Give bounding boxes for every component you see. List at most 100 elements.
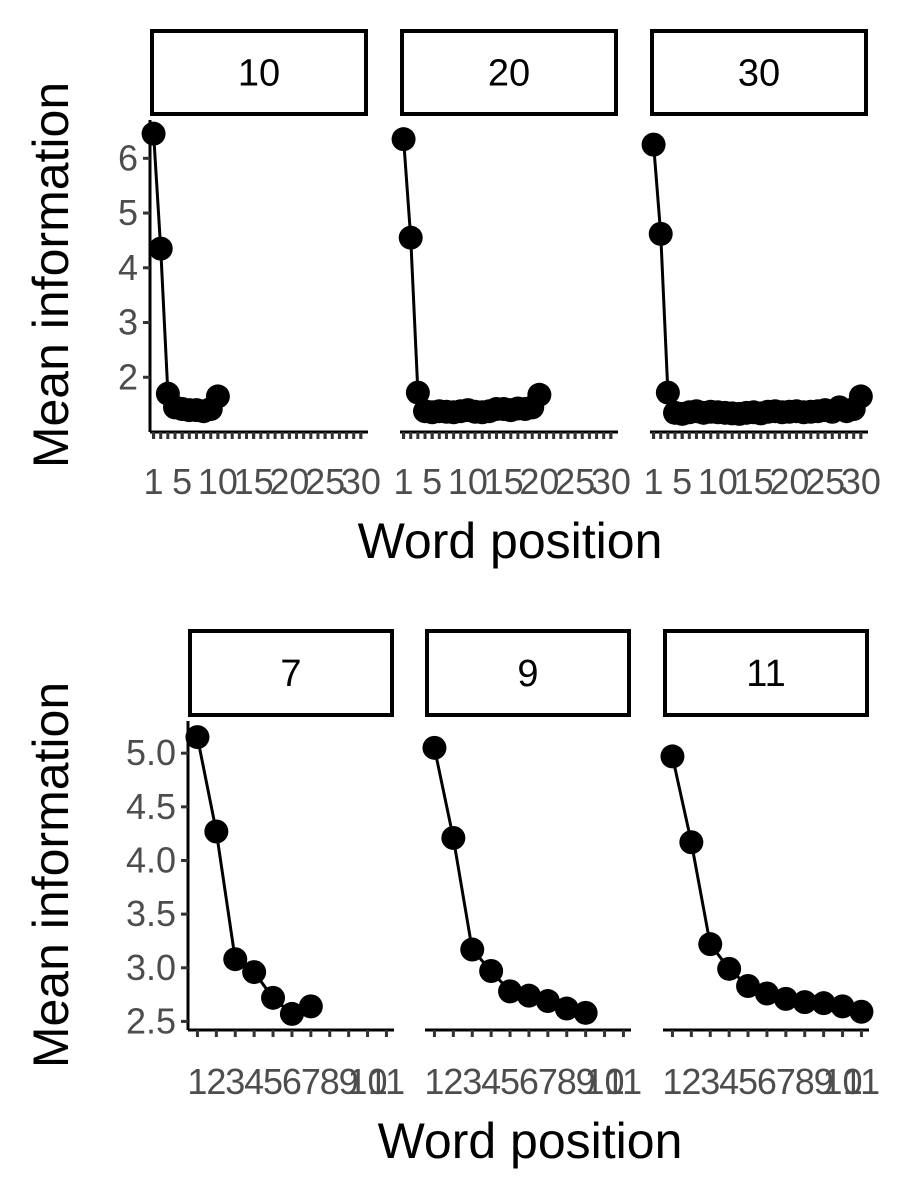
bottom-x-tick-label: 9 bbox=[814, 1061, 834, 1102]
top-x-axis-title: Word position bbox=[358, 513, 663, 569]
bottom-y-tick-label: 2.5 bbox=[126, 1000, 176, 1041]
top-data-point-30-2 bbox=[648, 221, 673, 246]
bottom-series-line-11 bbox=[670, 756, 862, 1014]
top-data-point-30-30 bbox=[848, 384, 873, 409]
bottom-y-axis-title: Mean information bbox=[23, 682, 79, 1068]
bottom-x-tick-label: 3 bbox=[225, 1061, 245, 1102]
bottom-data-point-11-6 bbox=[754, 981, 779, 1006]
top-x-tick-label: 30 bbox=[841, 461, 881, 502]
bottom-data-point-9-5 bbox=[498, 979, 523, 1004]
top-x-tick-label: 5 bbox=[422, 461, 442, 502]
bottom-x-tick-label: 8 bbox=[795, 1061, 815, 1102]
top-x-tick-label: 15 bbox=[484, 461, 524, 502]
top-data-point-30-1 bbox=[641, 132, 666, 157]
bottom-data-point-9-6 bbox=[516, 983, 541, 1008]
bottom-series-line-9 bbox=[432, 747, 586, 1015]
top-x-tick-label: 25 bbox=[305, 461, 345, 502]
top-data-point-20-1 bbox=[391, 127, 416, 152]
top-x-tick-label: 1 bbox=[144, 461, 164, 502]
top-data-point-20-3 bbox=[405, 380, 430, 405]
bottom-x-tick-label: 3 bbox=[462, 1061, 482, 1102]
bottom-x-tick-label: 11 bbox=[605, 1061, 642, 1102]
bottom-x-tick-label: 8 bbox=[557, 1061, 577, 1102]
bottom-x-tick-label: 6 bbox=[282, 1061, 302, 1102]
top-y-tick-label: 4 bbox=[118, 247, 138, 288]
bottom-x-tick-label: 10 bbox=[585, 1061, 625, 1102]
bottom-data-point-7-4 bbox=[242, 960, 267, 985]
bottom-data-point-11-9 bbox=[811, 991, 836, 1016]
top-x-tick-label: 30 bbox=[591, 461, 631, 502]
bottom-data-point-9-4 bbox=[479, 958, 504, 983]
top-facet-strip-label-20: 20 bbox=[488, 53, 530, 95]
bottom-data-point-9-8 bbox=[554, 996, 579, 1021]
top-y-tick-label: 2 bbox=[118, 356, 138, 397]
bottom-x-tick-label: 10 bbox=[823, 1061, 863, 1102]
bottom-x-tick-label: 2 bbox=[681, 1061, 701, 1102]
top-facet-strip-20 bbox=[400, 29, 618, 116]
bottom-facet-strip-label-11: 11 bbox=[746, 653, 785, 695]
top-x-tick-label: 15 bbox=[734, 461, 774, 502]
bottom-x-tick-label: 8 bbox=[320, 1061, 340, 1102]
bottom-data-point-11-1 bbox=[660, 744, 685, 769]
top-x-tick-label: 10 bbox=[448, 461, 488, 502]
top-series-line-10 bbox=[152, 133, 220, 413]
top-x-tick-label: 10 bbox=[198, 461, 238, 502]
bottom-x-tick-label: 11 bbox=[843, 1061, 880, 1102]
top-data-point-10-1 bbox=[141, 121, 166, 146]
bottom-x-tick-label: 4 bbox=[481, 1061, 501, 1102]
bottom-y-tick-label: 3.0 bbox=[126, 947, 176, 988]
top-data-point-10-10 bbox=[205, 384, 230, 409]
bottom-x-tick-label: 7 bbox=[301, 1061, 321, 1102]
bottom-x-tick-label: 4 bbox=[719, 1061, 739, 1102]
bottom-y-tick-label: 5.0 bbox=[126, 732, 176, 773]
bottom-x-tick-label: 5 bbox=[500, 1061, 520, 1102]
top-x-tick-label: 20 bbox=[269, 461, 309, 502]
top-x-tick-label: 25 bbox=[805, 461, 845, 502]
bottom-data-point-11-11 bbox=[849, 999, 874, 1024]
bottom-x-tick-label: 1 bbox=[187, 1061, 207, 1102]
bottom-data-point-7-5 bbox=[261, 985, 286, 1010]
top-x-tick-label: 15 bbox=[234, 461, 274, 502]
bottom-data-point-7-3 bbox=[223, 947, 248, 972]
top-facet-strip-30 bbox=[650, 29, 868, 116]
top-facet-strip-label-30: 30 bbox=[738, 53, 780, 95]
top-series-line-30 bbox=[652, 144, 863, 416]
top-x-tick-label: 25 bbox=[555, 461, 595, 502]
bottom-data-point-7-2 bbox=[204, 819, 229, 844]
top-data-point-20-20 bbox=[527, 382, 552, 407]
bottom-data-point-11-10 bbox=[830, 994, 855, 1019]
bottom-data-point-11-5 bbox=[736, 974, 761, 999]
bottom-x-tick-label: 10 bbox=[348, 1061, 388, 1102]
bottom-x-tick-label: 2 bbox=[206, 1061, 226, 1102]
top-data-point-20-2 bbox=[398, 225, 423, 250]
bottom-x-tick-label: 6 bbox=[757, 1061, 777, 1102]
bottom-x-tick-label: 7 bbox=[538, 1061, 558, 1102]
bottom-facets: 72.53.03.54.04.55.0123456789101191234567… bbox=[126, 629, 880, 1102]
top-data-point-30-3 bbox=[655, 380, 680, 405]
bottom-data-point-9-1 bbox=[422, 735, 447, 760]
bottom-x-tick-label: 1 bbox=[424, 1061, 444, 1102]
bottom-facet-strip-7 bbox=[188, 629, 394, 717]
bottom-x-tick-label: 4 bbox=[244, 1061, 264, 1102]
bottom-data-point-11-2 bbox=[679, 830, 704, 855]
bottom-y-tick-label: 4.5 bbox=[126, 786, 176, 827]
top-x-tick-label: 1 bbox=[644, 461, 664, 502]
top-x-tick-label: 20 bbox=[519, 461, 559, 502]
bottom-x-tick-label: 9 bbox=[576, 1061, 596, 1102]
top-facet-strip-10 bbox=[150, 29, 368, 116]
top-x-tick-label: 5 bbox=[672, 461, 692, 502]
top-series-line-20 bbox=[402, 139, 541, 414]
bottom-x-tick-label: 2 bbox=[443, 1061, 463, 1102]
bottom-data-point-7-7 bbox=[298, 994, 323, 1019]
bottom-data-point-9-7 bbox=[535, 989, 560, 1014]
bottom-x-axis-title: Word position bbox=[378, 1113, 683, 1169]
top-x-tick-label: 30 bbox=[341, 461, 381, 502]
